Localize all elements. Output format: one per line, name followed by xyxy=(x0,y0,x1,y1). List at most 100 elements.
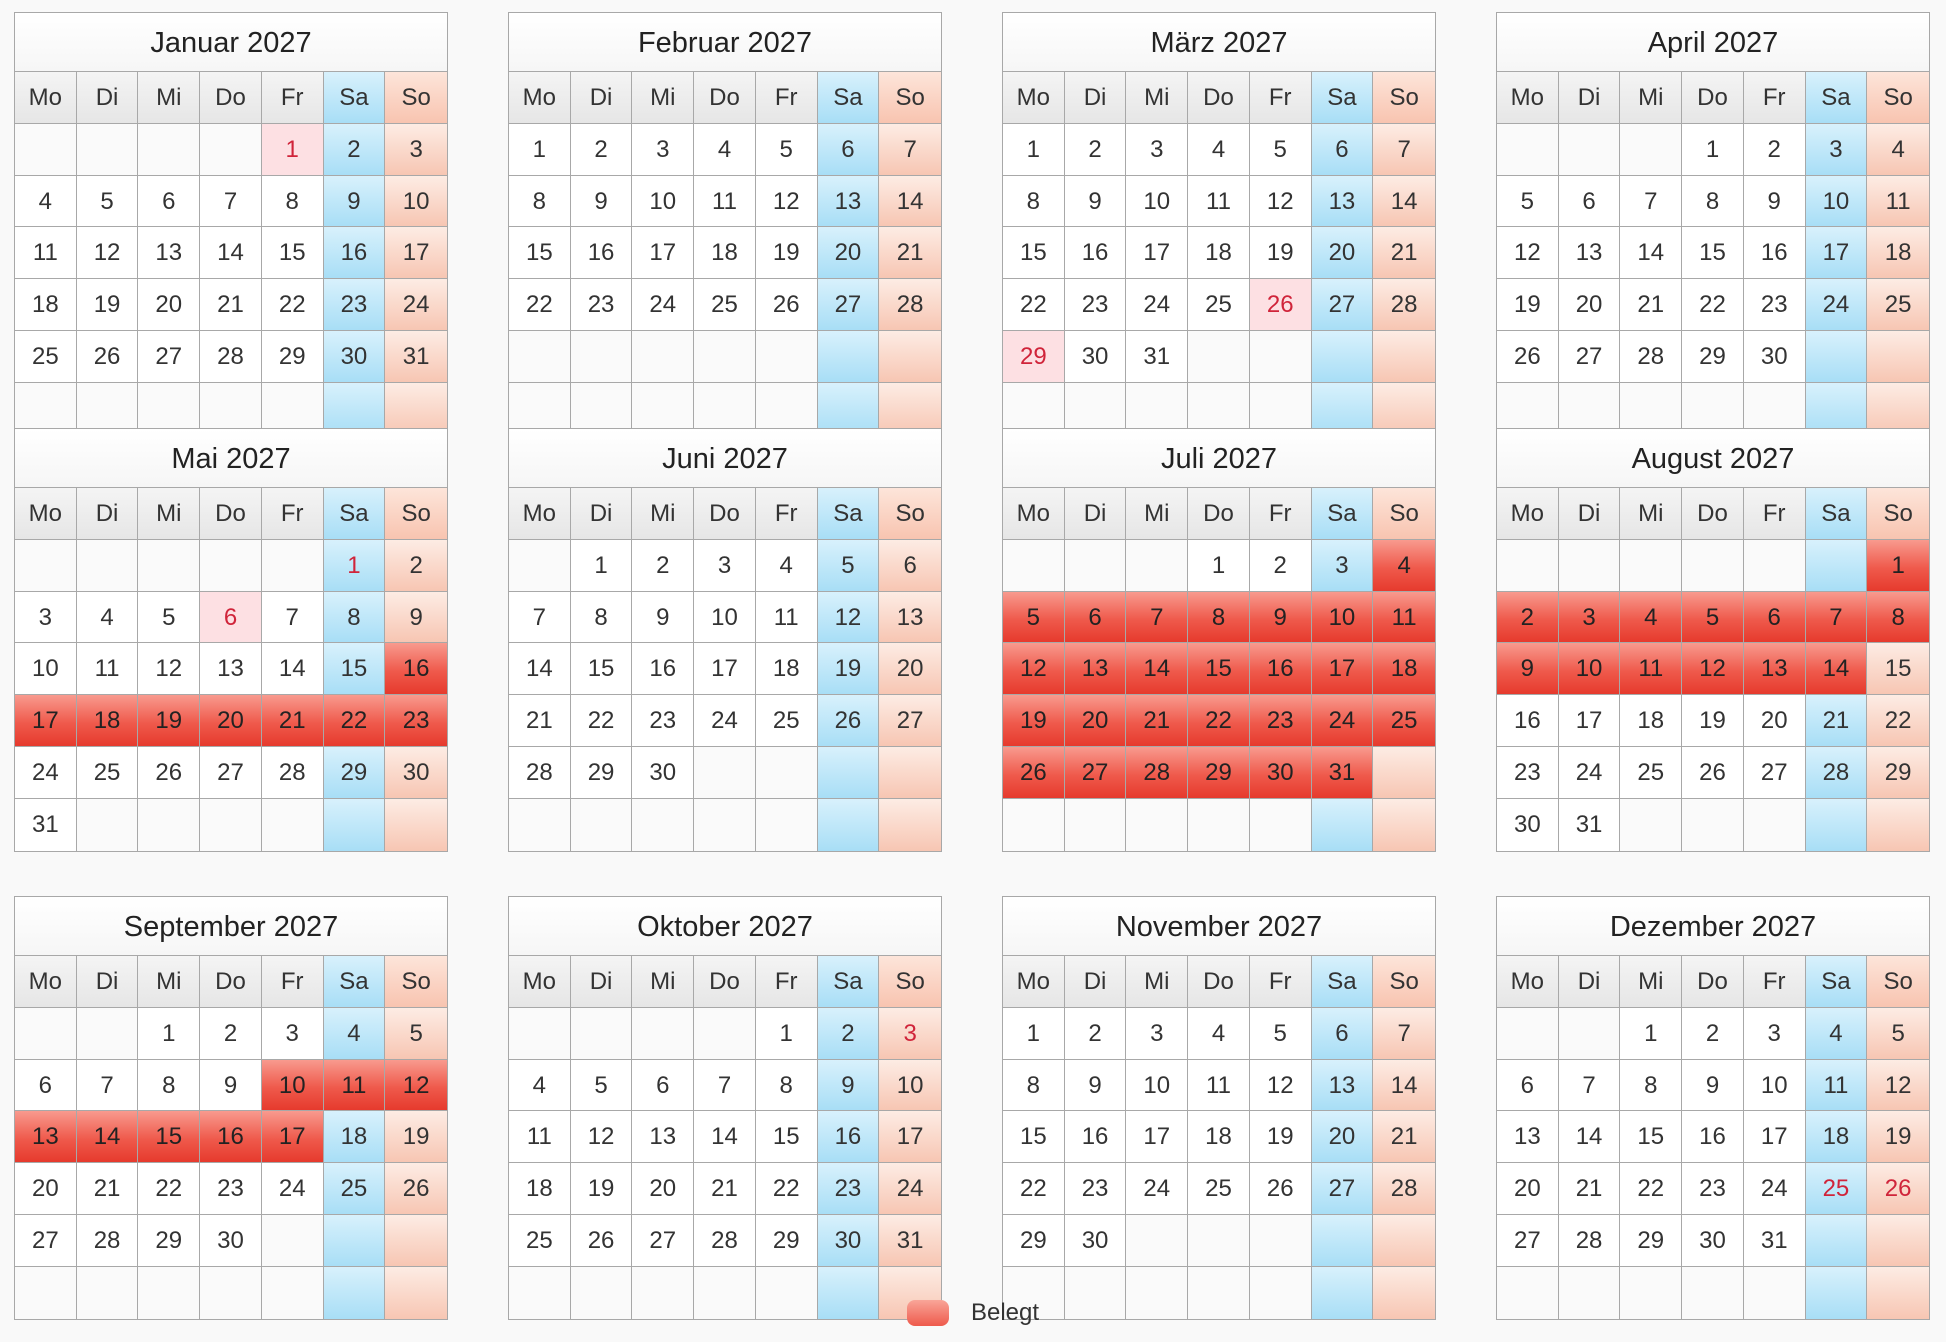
day-cell[interactable]: 20 xyxy=(15,1163,77,1215)
day-cell[interactable]: 1 xyxy=(138,1007,201,1060)
day-cell[interactable]: 23 xyxy=(1682,1163,1744,1215)
day-cell[interactable]: 7 xyxy=(509,591,571,644)
day-cell[interactable]: 29 xyxy=(1867,746,1929,799)
day-cell[interactable]: 9 xyxy=(385,591,447,644)
day-cell[interactable]: 2 xyxy=(1064,123,1127,176)
day-cell[interactable]: 31 xyxy=(385,330,447,383)
day-cell[interactable]: 22 xyxy=(755,1163,818,1215)
day-cell[interactable]: 28 xyxy=(509,746,571,799)
day-cell[interactable]: 31 xyxy=(1558,798,1621,851)
day-cell[interactable]: 25 xyxy=(15,330,77,383)
day-cell[interactable]: 27 xyxy=(1558,330,1621,383)
day-cell[interactable]: 25 xyxy=(509,1214,571,1267)
day-cell[interactable]: 28 xyxy=(1558,1214,1621,1267)
day-cell[interactable]: 22 xyxy=(261,279,324,331)
day-cell[interactable]: 18 xyxy=(509,1163,571,1215)
day-cell[interactable]: 1 xyxy=(1620,1007,1683,1060)
day-cell[interactable]: 30 xyxy=(1682,1214,1744,1267)
day-cell[interactable]: 9 xyxy=(1064,1059,1127,1112)
day-cell[interactable]: 4 xyxy=(1373,539,1435,592)
day-cell[interactable]: 4 xyxy=(755,539,818,592)
day-cell[interactable]: 21 xyxy=(509,695,571,747)
day-cell[interactable]: 25 xyxy=(1373,695,1435,747)
day-cell[interactable]: 26 xyxy=(138,746,201,799)
day-cell[interactable]: 5 xyxy=(385,1007,447,1060)
day-cell[interactable]: 11 xyxy=(694,175,756,228)
day-cell[interactable]: 28 xyxy=(694,1214,756,1267)
day-cell[interactable]: 6 xyxy=(817,123,880,176)
day-cell[interactable]: 14 xyxy=(1805,643,1868,696)
day-cell[interactable]: 15 xyxy=(509,227,571,280)
day-cell[interactable]: 23 xyxy=(1064,279,1127,331)
day-cell[interactable]: 29 xyxy=(261,330,324,383)
day-cell[interactable]: 25 xyxy=(1805,1163,1868,1215)
day-cell[interactable]: 4 xyxy=(694,123,756,176)
day-cell[interactable]: 13 xyxy=(632,1111,695,1164)
day-cell[interactable]: 18 xyxy=(1373,643,1435,696)
day-cell[interactable]: 20 xyxy=(879,643,941,696)
day-cell[interactable]: 29 xyxy=(755,1214,818,1267)
day-cell[interactable]: 3 xyxy=(1126,1007,1189,1060)
day-cell[interactable]: 7 xyxy=(1805,591,1868,644)
day-cell[interactable]: 3 xyxy=(15,591,77,644)
day-cell[interactable]: 24 xyxy=(1743,1163,1806,1215)
day-cell[interactable]: 12 xyxy=(76,227,139,280)
day-cell[interactable]: 7 xyxy=(1373,123,1435,176)
day-cell[interactable]: 5 xyxy=(817,539,880,592)
day-cell[interactable]: 9 xyxy=(1682,1059,1744,1112)
day-cell[interactable]: 22 xyxy=(1188,695,1250,747)
day-cell[interactable]: 17 xyxy=(1311,643,1374,696)
day-cell[interactable]: 6 xyxy=(1497,1059,1559,1112)
day-cell[interactable]: 4 xyxy=(1188,1007,1250,1060)
day-cell[interactable]: 26 xyxy=(1867,1163,1929,1215)
day-cell[interactable]: 13 xyxy=(138,227,201,280)
day-cell[interactable]: 28 xyxy=(1373,1163,1435,1215)
day-cell[interactable]: 4 xyxy=(1188,123,1250,176)
day-cell[interactable]: 10 xyxy=(1558,643,1621,696)
day-cell[interactable]: 20 xyxy=(200,695,262,747)
day-cell[interactable]: 26 xyxy=(1682,746,1744,799)
day-cell[interactable]: 6 xyxy=(1558,175,1621,228)
day-cell[interactable]: 27 xyxy=(817,279,880,331)
day-cell[interactable]: 2 xyxy=(1064,1007,1127,1060)
day-cell[interactable]: 10 xyxy=(879,1059,941,1112)
day-cell[interactable]: 16 xyxy=(200,1111,262,1164)
day-cell[interactable]: 25 xyxy=(76,746,139,799)
day-cell[interactable]: 27 xyxy=(1743,746,1806,799)
day-cell[interactable]: 16 xyxy=(1064,1111,1127,1164)
day-cell[interactable]: 19 xyxy=(755,227,818,280)
day-cell[interactable]: 5 xyxy=(76,175,139,228)
day-cell[interactable]: 23 xyxy=(1064,1163,1127,1215)
day-cell[interactable]: 14 xyxy=(1620,227,1683,280)
day-cell[interactable]: 8 xyxy=(1867,591,1929,644)
day-cell[interactable]: 8 xyxy=(138,1059,201,1112)
day-cell[interactable]: 17 xyxy=(261,1111,324,1164)
day-cell[interactable]: 21 xyxy=(1620,279,1683,331)
day-cell[interactable]: 8 xyxy=(1188,591,1250,644)
day-cell[interactable]: 31 xyxy=(1743,1214,1806,1267)
day-cell[interactable]: 21 xyxy=(1805,695,1868,747)
day-cell[interactable]: 14 xyxy=(1126,643,1189,696)
day-cell[interactable]: 20 xyxy=(1311,1111,1374,1164)
day-cell[interactable]: 18 xyxy=(15,279,77,331)
day-cell[interactable]: 6 xyxy=(138,175,201,228)
day-cell[interactable]: 13 xyxy=(200,643,262,696)
day-cell[interactable]: 9 xyxy=(632,591,695,644)
day-cell[interactable]: 3 xyxy=(694,539,756,592)
day-cell[interactable]: 4 xyxy=(1805,1007,1868,1060)
day-cell[interactable]: 18 xyxy=(1188,227,1250,280)
day-cell[interactable]: 16 xyxy=(632,643,695,696)
day-cell[interactable]: 8 xyxy=(570,591,633,644)
day-cell[interactable]: 29 xyxy=(1003,1214,1065,1267)
day-cell[interactable]: 22 xyxy=(1003,279,1065,331)
day-cell[interactable]: 13 xyxy=(1064,643,1127,696)
day-cell[interactable]: 8 xyxy=(1620,1059,1683,1112)
day-cell[interactable]: 2 xyxy=(1682,1007,1744,1060)
day-cell[interactable]: 30 xyxy=(1497,798,1559,851)
day-cell[interactable]: 20 xyxy=(1311,227,1374,280)
day-cell[interactable]: 4 xyxy=(15,175,77,228)
day-cell[interactable]: 21 xyxy=(200,279,262,331)
day-cell[interactable]: 21 xyxy=(694,1163,756,1215)
day-cell[interactable]: 1 xyxy=(1867,539,1929,592)
day-cell[interactable]: 12 xyxy=(570,1111,633,1164)
